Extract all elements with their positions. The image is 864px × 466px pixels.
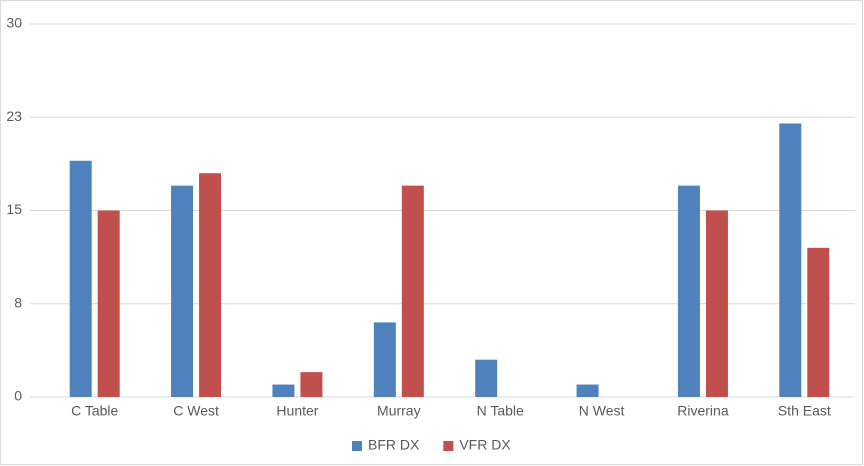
bar xyxy=(401,185,424,397)
x-tick-label: N West xyxy=(579,403,625,419)
y-tick-label: 23 xyxy=(6,108,22,124)
legend-label: BFR DX xyxy=(368,437,420,453)
legend-swatch xyxy=(443,441,454,451)
bar xyxy=(373,322,396,397)
bar xyxy=(300,372,323,397)
legend-swatch xyxy=(352,441,362,451)
bar xyxy=(576,384,599,397)
bar xyxy=(677,185,700,397)
x-tick-label: Riverina xyxy=(677,403,729,419)
x-tick-label: Murray xyxy=(377,403,421,419)
bar xyxy=(171,185,194,397)
y-tick-label: 0 xyxy=(14,388,22,404)
legend-label: VFR DX xyxy=(459,437,511,453)
x-tick-label: C Table xyxy=(71,403,118,419)
x-tick-label: N Table xyxy=(477,403,524,419)
bar xyxy=(779,123,802,397)
bar xyxy=(807,247,830,397)
bar xyxy=(705,210,728,397)
x-tick-label: Sth East xyxy=(778,403,831,419)
y-tick-label: 8 xyxy=(14,294,22,310)
y-tick-label: 15 xyxy=(6,201,22,217)
bar xyxy=(475,359,498,397)
x-tick-label: C West xyxy=(173,403,219,419)
y-tick-label: 30 xyxy=(6,15,22,31)
bar xyxy=(199,173,222,397)
bar xyxy=(272,384,295,397)
x-tick-label: Hunter xyxy=(276,403,318,419)
bar xyxy=(69,160,92,397)
bar xyxy=(97,210,120,397)
